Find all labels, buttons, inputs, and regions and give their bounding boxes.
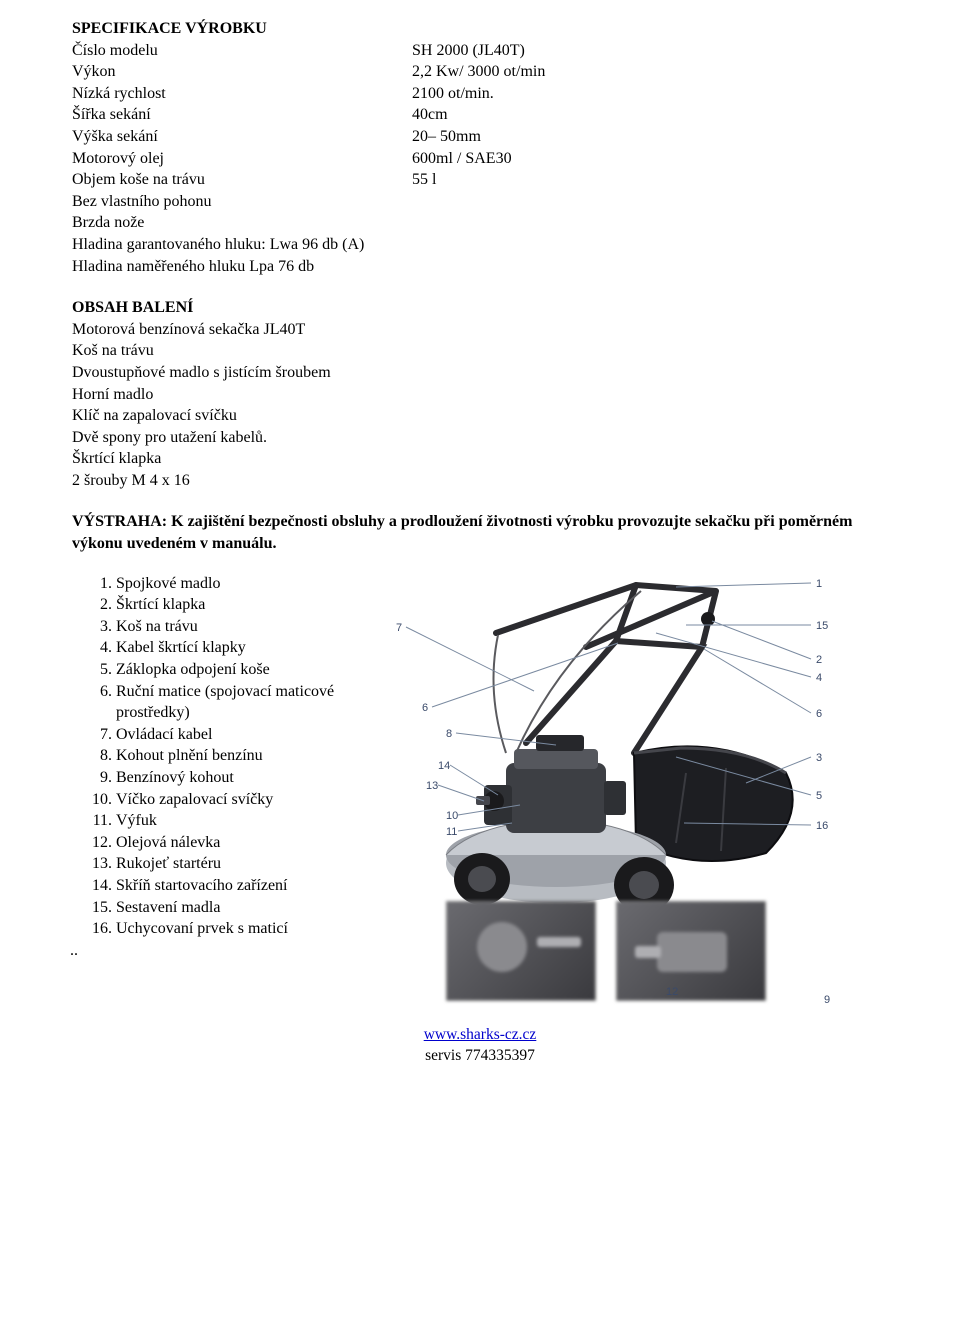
spec-extra: Bez vlastního pohonu — [72, 191, 888, 213]
spec-row: Výkon 2,2 Kw/ 3000 ot/min — [72, 61, 888, 83]
spec-row: Nízká rychlost 2100 ot/min. — [72, 83, 888, 105]
spec-label: Nízká rychlost — [72, 83, 412, 105]
contents-item: Motorová benzínová sekačka JL40T — [72, 319, 888, 341]
callout-number: 15 — [816, 619, 828, 634]
spec-value: 20– 50mm — [412, 126, 481, 148]
contents-section: OBSAH BALENÍ Motorová benzínová sekačka … — [72, 297, 888, 491]
list-item: Sestavení madla — [116, 897, 362, 919]
mower-diagram: 115246351676814131011129 — [386, 573, 846, 1003]
spec-row: Šířka sekání 40cm — [72, 104, 888, 126]
list-item: Škrtící klapka — [116, 594, 362, 616]
parts-list: Spojkové madlo Škrtící klapka Koš na trá… — [72, 573, 362, 962]
list-item: Ovládací kabel — [116, 724, 362, 746]
spec-title: SPECIFIKACE VÝROBKU — [72, 18, 888, 40]
parts-section: Spojkové madlo Škrtící klapka Koš na trá… — [72, 573, 888, 1003]
contents-item: Dvoustupňové madlo s jistícím šroubem — [72, 362, 888, 384]
callout-number: 8 — [446, 727, 452, 742]
contents-item: Klíč na zapalovací svíčku — [72, 405, 888, 427]
contents-item: Horní madlo — [72, 384, 888, 406]
callout-number: 11 — [446, 825, 457, 840]
callout-number: 3 — [816, 751, 822, 766]
callout-number: 7 — [396, 621, 402, 636]
list-item: Spojkové madlo — [116, 573, 362, 595]
contents-title: OBSAH BALENÍ — [72, 297, 888, 319]
spec-label: Motorový olej — [72, 148, 412, 170]
list-item: Uchycovaní prvek s maticí — [116, 918, 362, 940]
list-item: Záklopka odpojení koše — [116, 659, 362, 681]
ellipsis: .. — [70, 940, 362, 962]
spec-label: Výška sekání — [72, 126, 412, 148]
list-item: Kohout plnění benzínu — [116, 745, 362, 767]
list-item: Olejová nálevka — [116, 832, 362, 854]
callout-number: 16 — [816, 819, 828, 834]
list-item: Skříň startovacího zařízení — [116, 875, 362, 897]
detail-image — [616, 901, 766, 1001]
spec-value: 55 l — [412, 169, 436, 191]
mower-svg — [386, 573, 846, 913]
callout-number: 4 — [816, 671, 822, 686]
contents-item: 2 šrouby M 4 x 16 — [72, 470, 888, 492]
callout-number: 10 — [446, 809, 458, 824]
footer: www.sharks-cz.cz servis 774335397 — [72, 1025, 888, 1067]
contents-item: Škrtící klapka — [72, 448, 888, 470]
list-item: Rukojeť startéru — [116, 853, 362, 875]
callout-number: 9 — [824, 993, 830, 1008]
callout-number: 6 — [422, 701, 428, 716]
spec-label: Výkon — [72, 61, 412, 83]
spec-label: Objem koše na trávu — [72, 169, 412, 191]
spec-row: Výška sekání 20– 50mm — [72, 126, 888, 148]
callout-number: 6 — [816, 707, 822, 722]
spec-label: Číslo modelu — [72, 40, 412, 62]
list-item: Víčko zapalovací svíčky — [116, 789, 362, 811]
spec-row: Objem koše na trávu 55 l — [72, 169, 888, 191]
spec-value: 2,2 Kw/ 3000 ot/min — [412, 61, 545, 83]
list-item: Ruční matice (spojovací maticové prostře… — [116, 681, 362, 724]
contents-item: Dvě spony pro utažení kabelů. — [72, 427, 888, 449]
spec-extra: Brzda nože — [72, 212, 888, 234]
callout-number: 2 — [816, 653, 822, 668]
callout-number: 14 — [438, 759, 450, 774]
spec-row: Motorový olej 600ml / SAE30 — [72, 148, 888, 170]
spec-row: Číslo modelu SH 2000 (JL40T) — [72, 40, 888, 62]
warning-text: VÝSTRAHA: K zajištění bezpečnosti obsluh… — [72, 511, 888, 554]
spec-value: SH 2000 (JL40T) — [412, 40, 525, 62]
spec-label: Šířka sekání — [72, 104, 412, 126]
diagram-area: 115246351676814131011129 — [386, 573, 888, 1003]
spec-section: SPECIFIKACE VÝROBKU Číslo modelu SH 2000… — [72, 18, 888, 277]
footer-link[interactable]: www.sharks-cz.cz — [424, 1026, 537, 1043]
list-item: Kabel škrtící klapky — [116, 637, 362, 659]
list-item: Výfuk — [116, 810, 362, 832]
list-item: Koš na trávu — [116, 616, 362, 638]
detail-images — [446, 901, 766, 1001]
callout-number: 5 — [816, 789, 822, 804]
spec-extra: Hladina naměřeného hluku Lpa 76 db — [72, 256, 888, 278]
spec-value: 600ml / SAE30 — [412, 148, 512, 170]
detail-image — [446, 901, 596, 1001]
contents-item: Koš na trávu — [72, 340, 888, 362]
spec-value: 2100 ot/min. — [412, 83, 494, 105]
callout-number: 12 — [666, 985, 678, 1000]
spec-value: 40cm — [412, 104, 448, 126]
callout-number: 13 — [426, 779, 438, 794]
list-item: Benzínový kohout — [116, 767, 362, 789]
spec-extra: Hladina garantovaného hluku: Lwa 96 db (… — [72, 234, 888, 256]
callout-number: 1 — [816, 577, 822, 592]
footer-service: servis 774335397 — [425, 1047, 535, 1064]
